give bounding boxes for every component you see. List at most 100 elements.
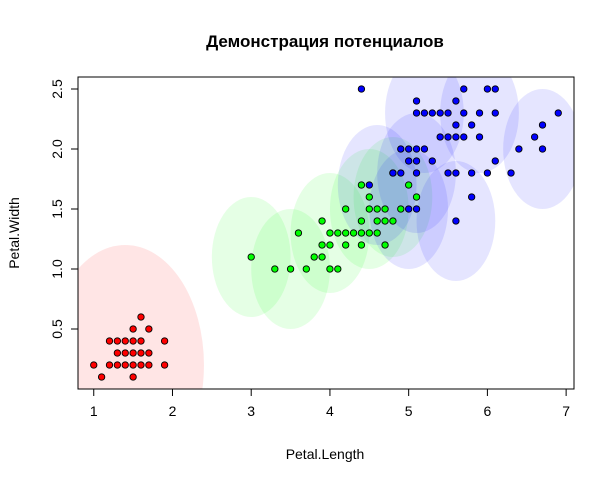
data-point-s1-35 [357,181,366,189]
points-layer [90,85,562,381]
data-point-s2-28 [460,109,468,117]
data-point-s2-11 [412,109,421,117]
data-point-s1-8 [318,217,326,225]
y-tick-label-4: 2.5 [49,79,65,99]
data-point-s0-7 [121,349,129,357]
data-point-s0-4 [113,349,122,357]
data-point-s2-45 [554,109,562,117]
data-point-s0-22 [145,361,153,369]
data-point-s2-3 [397,145,405,153]
data-point-s2-22 [452,217,460,225]
y-tick-label-3: 2.0 [49,139,65,159]
x-tick-label-1: 2 [169,403,177,419]
data-point-s1-18 [357,241,366,249]
data-point-s0-3 [113,361,122,369]
data-point-s2-31 [468,169,476,177]
data-point-s1-7 [318,241,326,249]
data-point-s0-14 [137,313,145,321]
data-point-s1-9 [326,265,334,273]
data-point-s2-38 [491,109,499,117]
data-point-s0-20 [121,337,129,345]
data-point-s1-13 [334,229,342,237]
data-point-s2-4 [405,205,413,213]
data-point-s1-16 [342,205,350,213]
data-point-s2-14 [420,109,429,117]
data-point-s1-15 [342,229,350,237]
data-point-s2-39 [491,85,499,93]
potentials-layer [78,77,574,389]
data-point-s0-19 [105,337,114,345]
data-point-s1-33 [405,181,413,189]
data-point-s2-7 [412,205,421,213]
data-point-s1-11 [326,229,334,237]
data-point-s0-16 [145,325,153,333]
data-point-s0-5 [113,337,122,345]
data-point-s0-9 [129,361,137,369]
data-point-s1-22 [365,205,373,213]
data-point-s2-1 [389,169,397,177]
data-point-s2-10 [412,145,421,153]
data-point-s0-13 [137,337,145,345]
data-point-s0-8 [129,373,137,381]
data-point-s2-43 [538,145,547,153]
data-point-s1-34 [412,193,421,201]
data-point-s2-12 [412,97,421,105]
x-axis-label: Petal.Length [286,446,365,462]
data-point-s1-23 [365,193,373,201]
data-point-s1-6 [318,253,326,261]
data-point-s2-34 [475,109,484,117]
data-point-s1-3 [294,229,303,237]
potential-circle-6 [337,125,417,245]
data-point-s2-8 [412,169,421,177]
data-point-s2-19 [444,169,452,177]
data-point-s2-46 [357,85,366,93]
data-point-s0-18 [160,337,169,345]
data-point-s1-27 [381,241,389,249]
data-point-s2-42 [530,133,539,141]
y-tick-label-0: 0.5 [49,319,65,339]
potential-circle-11 [440,77,519,173]
data-point-s2-5 [405,157,413,165]
data-point-s1-17 [349,229,358,237]
data-point-s2-35 [483,169,492,177]
data-point-s1-19 [357,229,366,237]
data-point-s1-10 [326,241,334,249]
data-point-s1-29 [381,205,389,213]
data-point-s1-26 [373,205,381,213]
potential-circle-10 [385,77,464,173]
data-point-s1-14 [342,241,350,249]
y-tick-label-2: 1.5 [49,199,65,219]
data-point-s1-32 [397,205,405,213]
x-tick-label-2: 3 [247,403,255,419]
data-point-s2-23 [452,169,460,177]
data-point-s2-26 [452,97,460,105]
data-point-s0-0 [90,361,98,369]
data-point-s2-37 [491,157,499,165]
data-point-s2-6 [405,145,413,153]
data-point-s1-2 [286,265,295,273]
data-point-s1-0 [247,253,255,261]
data-point-s0-21 [137,349,145,357]
data-point-s2-2 [397,169,405,177]
data-point-s0-10 [129,349,137,357]
data-point-s0-2 [105,361,114,369]
data-point-s2-0 [365,181,373,189]
data-point-s2-9 [412,157,421,165]
data-point-s2-15 [428,157,436,165]
x-tick-label-0: 1 [90,403,98,419]
y-tick-label-1: 1.0 [49,259,65,279]
data-point-s2-29 [460,85,468,93]
data-point-s2-32 [468,121,476,129]
data-point-s1-25 [373,217,381,225]
y-axis: 0.5 1.0 1.5 2.0 2.5 [49,79,79,339]
x-tick-label-4: 5 [405,403,413,419]
potential-circle-5 [353,137,433,257]
data-point-s0-23 [129,325,137,333]
data-point-s2-13 [420,145,429,153]
data-point-s2-17 [436,133,444,141]
data-point-s1-24 [373,229,381,237]
data-point-s2-24 [452,133,460,141]
data-point-s1-1 [271,265,279,273]
x-tick-label-3: 4 [326,403,334,419]
